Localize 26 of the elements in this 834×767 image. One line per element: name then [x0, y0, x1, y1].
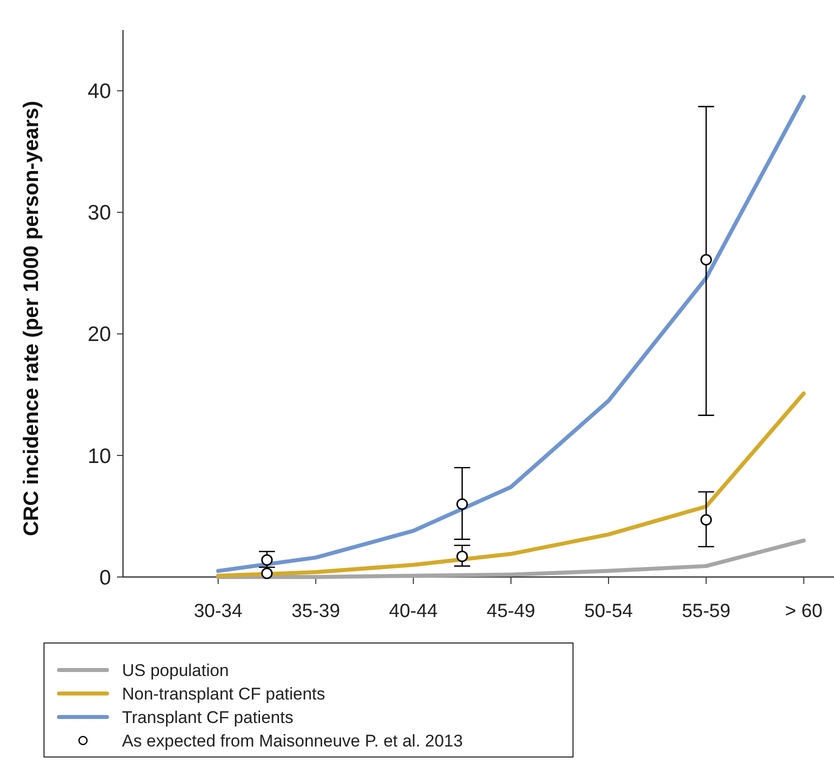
point [456, 550, 468, 562]
point [261, 568, 273, 580]
point [456, 498, 468, 510]
line-series [216, 94, 806, 573]
x-tick-label: 50-54 [584, 601, 634, 622]
legend-label: Non-transplant CF patients [122, 684, 326, 704]
y-tick-label: 20 [88, 323, 111, 346]
y-axis-title: CRC incidence rate (per 1000 person-years) [20, 100, 43, 536]
x-tick-label: 45-49 [486, 601, 536, 622]
point [700, 254, 712, 266]
x-tick-label: > 60 [784, 601, 823, 622]
line-series [216, 391, 806, 578]
x-tick-label: 55-59 [682, 601, 730, 622]
x-tick-label: 40-44 [389, 601, 438, 622]
y-tick-label: 30 [88, 202, 111, 225]
legend-label: Transplant CF patients [122, 708, 294, 727]
line-series [216, 538, 806, 579]
x-tick-label: 35-39 [291, 601, 340, 622]
legend-label: US population [122, 660, 229, 680]
legend-label: As expected from Maisonneuve P. et al. 2013 [122, 731, 463, 750]
y-tick-label: 0 [99, 566, 111, 590]
y-tick-label: 40 [88, 80, 111, 104]
x-tick-label: 30-34 [194, 601, 243, 622]
point [261, 554, 273, 566]
y-tick-label: 10 [88, 444, 111, 468]
point [700, 514, 712, 526]
